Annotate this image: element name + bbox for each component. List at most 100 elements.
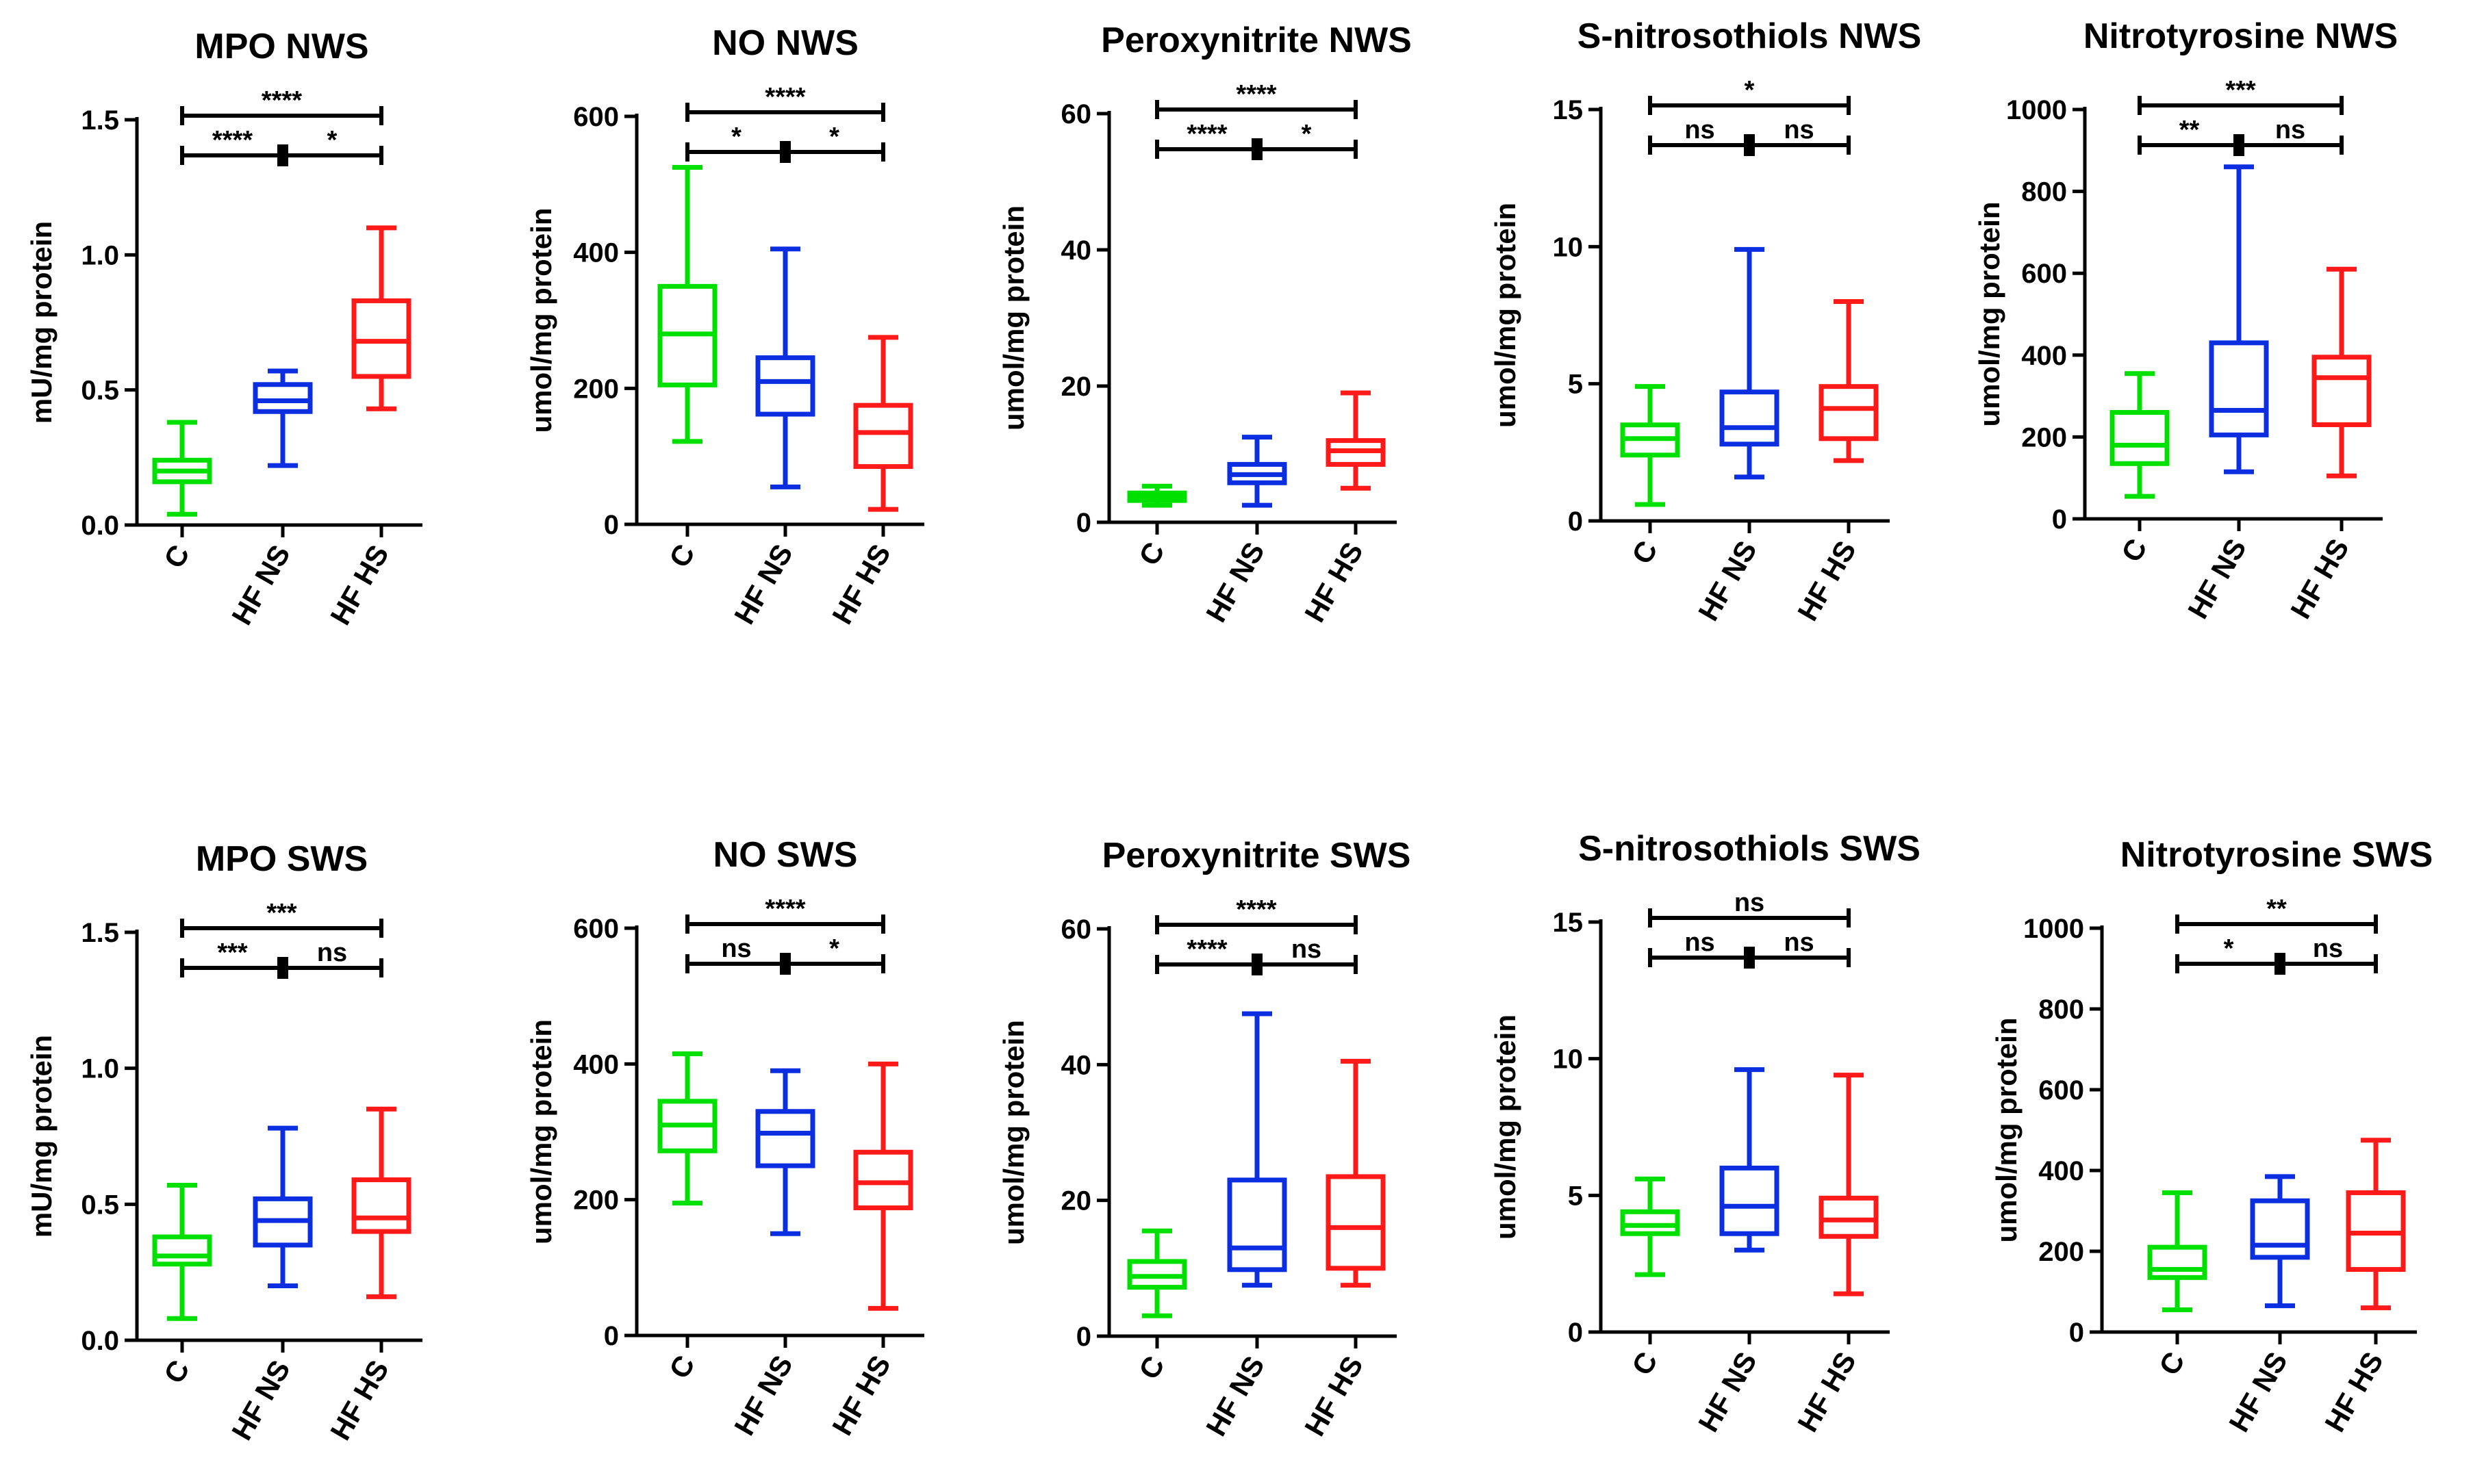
box-hf-ns <box>253 1125 313 1289</box>
box-hf-hs <box>2346 1138 2406 1311</box>
significance-left-label: * <box>731 123 742 151</box>
box-iqr <box>1326 1174 1386 1271</box>
box-iqr <box>152 1234 212 1267</box>
x-tick-label: HF NS <box>1692 1346 1763 1437</box>
significance-left-label: *** <box>217 938 248 967</box>
x-tick-label: HF HS <box>1298 537 1369 628</box>
significance-left-label: * <box>2224 934 2234 963</box>
y-tick-label: 200 <box>2038 1237 2084 1267</box>
y-tick-label: 40 <box>1061 235 1092 266</box>
significance-left-label: **** <box>1187 120 1227 149</box>
significance-left-label: ns <box>721 934 751 963</box>
x-tick-label: HF HS <box>1298 1351 1369 1442</box>
y-tick-label: 400 <box>2038 1156 2084 1186</box>
chart-title: Peroxynitrite NWS <box>1101 21 1412 60</box>
y-tick-label: 600 <box>2021 259 2067 289</box>
y-tick-label: 0 <box>2052 504 2067 535</box>
y-tick-label: 1.5 <box>81 918 119 948</box>
box-hf-hs <box>351 225 411 411</box>
chart-panel: Peroxynitrite SWS umol/mg protein 0 20 40 60 C… <box>998 836 1410 1442</box>
significance-right-label: * <box>829 123 839 151</box>
box-iqr <box>755 1109 815 1168</box>
box-c <box>1127 1228 1187 1318</box>
y-tick-label: 200 <box>573 1186 619 1216</box>
bracket-mid-marker <box>1252 954 1263 975</box>
box-hf-hs <box>1326 1058 1386 1288</box>
y-tick-label: 20 <box>1061 372 1092 402</box>
y-axis-label: umol/mg protein <box>1489 203 1521 428</box>
x-tick-label: HF NS <box>225 539 296 630</box>
significance-left-label: ** <box>2179 116 2200 144</box>
significance-brackets <box>2138 96 2344 156</box>
x-tick-label: C <box>663 539 701 573</box>
x-tick-label: C <box>1132 1351 1171 1385</box>
significance-left-label: **** <box>212 126 253 155</box>
y-tick-label: 0 <box>1076 1322 1091 1352</box>
y-axis-label: mU/mg protein <box>25 1035 58 1238</box>
y-tick-label: 600 <box>573 914 619 944</box>
significance-right-label: * <box>829 934 839 963</box>
significance-right-label: ns <box>2275 116 2305 144</box>
box-iqr <box>351 1177 411 1234</box>
x-tick-label: HF HS <box>2284 533 2355 624</box>
box-c <box>152 420 212 517</box>
box-hf-hs <box>1818 298 1879 463</box>
bracket-mid-marker <box>780 141 791 163</box>
bracket-mid-marker <box>2274 953 2285 975</box>
significance-top-label: *** <box>266 899 297 928</box>
y-tick-label: 0 <box>1076 508 1091 538</box>
y-axis-label: umol/mg protein <box>998 1020 1030 1245</box>
box-hf-ns <box>1719 246 1779 480</box>
y-tick-label: 0 <box>1568 1318 1583 1348</box>
chart-title: MPO SWS <box>196 839 368 879</box>
chart-title: NO NWS <box>712 23 859 63</box>
chart-panel: S-nitrosothiols NWS umol/mg protein 0 5 10 15… <box>1489 16 1921 626</box>
box-c <box>1620 1176 1680 1277</box>
chart-title: NO SWS <box>713 835 858 875</box>
x-tick-label: HF NS <box>1200 1351 1271 1442</box>
x-tick-label: HF HS <box>1791 535 1862 626</box>
significance-right-label: * <box>327 126 338 155</box>
significance-right-label: ns <box>2313 934 2343 963</box>
y-tick-label: 60 <box>1061 99 1092 129</box>
significance-top-label: **** <box>262 86 302 115</box>
y-tick-label: 0.5 <box>81 1190 119 1220</box>
box-hf-hs <box>853 335 913 512</box>
x-tick-label: C <box>1625 535 1664 570</box>
significance-right-label: ns <box>317 938 347 967</box>
y-tick-label: 1.0 <box>81 240 119 270</box>
chart-panel: MPO NWS mU/mg protein 0.0 0.5 1.0 1.5 C HF NS HF… <box>25 27 422 630</box>
x-tick-label: C <box>663 1350 701 1384</box>
box-iqr <box>1818 1195 1879 1239</box>
y-axis-label: umol/mg protein <box>998 205 1030 431</box>
box-iqr <box>1227 1177 1287 1272</box>
y-tick-label: 400 <box>573 1049 619 1079</box>
significance-brackets <box>1155 915 1358 975</box>
box-c <box>1620 384 1680 507</box>
box-hf-ns <box>1719 1067 1779 1253</box>
significance-brackets <box>685 914 885 975</box>
box-iqr <box>1818 384 1879 442</box>
significance-brackets <box>1648 96 1851 156</box>
y-tick-label: 15 <box>1553 908 1584 938</box>
y-axis-label: umol/mg protein <box>1990 1018 2023 1243</box>
x-tick-label: HF NS <box>2181 533 2253 624</box>
x-tick-label: HF HS <box>2318 1346 2390 1437</box>
significance-right-label: ns <box>1784 928 1814 957</box>
y-axis-label: umol/mg protein <box>525 208 557 433</box>
x-tick-label: HF NS <box>728 539 799 630</box>
significance-top-label: *** <box>2225 76 2256 105</box>
significance-top-label: **** <box>765 895 805 923</box>
significance-left-label: **** <box>1187 935 1227 964</box>
y-axis-label: umol/mg protein <box>525 1019 557 1244</box>
box-iqr <box>2147 1244 2207 1280</box>
box-hf-hs <box>2311 266 2372 478</box>
box-c <box>657 1051 718 1206</box>
chart-panel: MPO SWS mU/mg protein 0.0 0.5 1.0 1.5 C HF NS HF… <box>25 839 422 1446</box>
significance-brackets <box>1155 100 1358 160</box>
box-hf-ns <box>1227 435 1287 508</box>
x-tick-label: HF NS <box>1200 537 1271 628</box>
x-tick-label: HF NS <box>728 1350 799 1441</box>
chart-title: Nitrotyrosine SWS <box>2120 835 2433 875</box>
box-hf-ns <box>755 246 815 489</box>
